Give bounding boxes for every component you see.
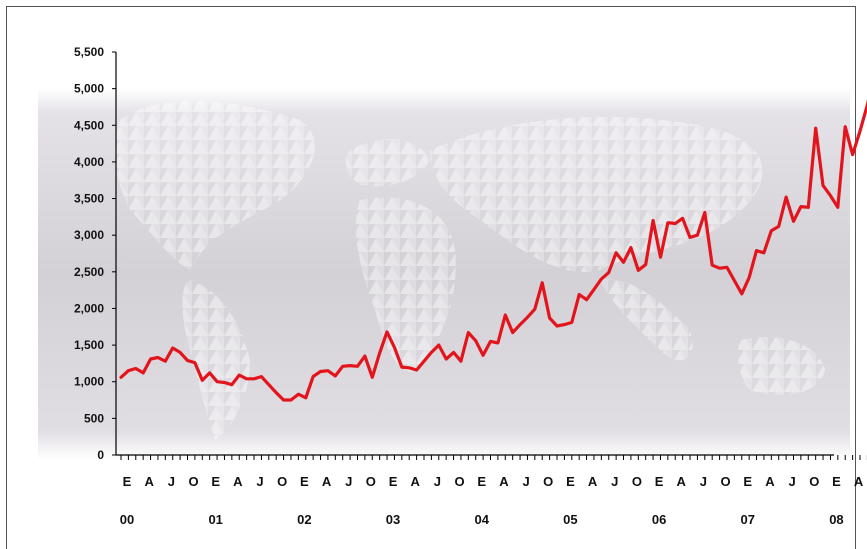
y-tick-label: 500 — [84, 411, 104, 425]
x-month-label: O — [809, 474, 819, 489]
x-year-label: 04 — [474, 512, 489, 527]
x-month-label: O — [721, 474, 731, 489]
y-tick-label: 4,500 — [74, 118, 104, 132]
x-month-label: E — [477, 474, 486, 489]
x-month-label: J — [256, 474, 263, 489]
x-year-label: 07 — [741, 512, 755, 527]
y-tick-label: 2,000 — [74, 301, 104, 315]
x-month-label: O — [366, 474, 376, 489]
x-month-label: E — [123, 474, 132, 489]
x-year-label: 06 — [652, 512, 666, 527]
series-layer — [119, 99, 867, 402]
x-month-label: J — [434, 474, 441, 489]
x-month-label: E — [389, 474, 398, 489]
y-tick-label: 3,500 — [74, 192, 104, 206]
world-map-background — [38, 88, 850, 460]
x-year-label: 05 — [563, 512, 577, 527]
x-month-label: A — [765, 474, 775, 489]
x-month-label: O — [543, 474, 553, 489]
x-month-label: O — [454, 474, 464, 489]
y-tick-label: 2,500 — [74, 265, 104, 279]
x-month-label: E — [832, 474, 841, 489]
x-month-label: E — [566, 474, 575, 489]
x-month-label: E — [655, 474, 664, 489]
x-month-label: J — [611, 474, 618, 489]
y-tick-label: 4,000 — [74, 155, 104, 169]
x-year-label: 02 — [297, 512, 311, 527]
x-month-label: A — [322, 474, 332, 489]
x-month-label: J — [345, 474, 352, 489]
x-year-label: 00 — [120, 512, 134, 527]
axes — [115, 52, 834, 456]
x-month-label: J — [168, 474, 175, 489]
y-tick-label: 5,500 — [74, 45, 104, 59]
y-tick-label: 5,000 — [74, 82, 104, 96]
x-month-label: A — [854, 474, 864, 489]
x-month-label: E — [300, 474, 309, 489]
y-tick-label: 3,000 — [74, 228, 104, 242]
x-axis-ticks: EAJOEAJOEAJOEAJOEAJOEAJOEAJOEAJOEAJ00010… — [120, 455, 867, 527]
y-axis-ticks: 0 500 1,000 1,500 2,000 2,500 3,000 3,500 4,000 4… — [74, 45, 116, 462]
x-month-label: A — [499, 474, 509, 489]
x-month-label: E — [211, 474, 220, 489]
x-year-label: 08 — [829, 512, 843, 527]
x-month-label: J — [522, 474, 529, 489]
x-month-label: A — [588, 474, 598, 489]
x-month-label: O — [632, 474, 642, 489]
y-tick-label: 1,500 — [74, 338, 104, 352]
x-month-label: A — [411, 474, 421, 489]
x-year-label: 03 — [386, 512, 400, 527]
x-month-label: E — [743, 474, 752, 489]
x-month-label: A — [144, 474, 154, 489]
x-month-label: J — [700, 474, 707, 489]
x-month-label: A — [233, 474, 243, 489]
y-tick-label: 0 — [97, 448, 104, 462]
chart-frame — [6, 6, 856, 549]
y-tick-label: 1,000 — [74, 375, 104, 389]
x-month-label: A — [677, 474, 687, 489]
x-month-label: J — [788, 474, 795, 489]
data-line — [119, 99, 867, 402]
x-month-label: O — [277, 474, 287, 489]
x-month-label: O — [188, 474, 198, 489]
x-year-label: 01 — [208, 512, 222, 527]
